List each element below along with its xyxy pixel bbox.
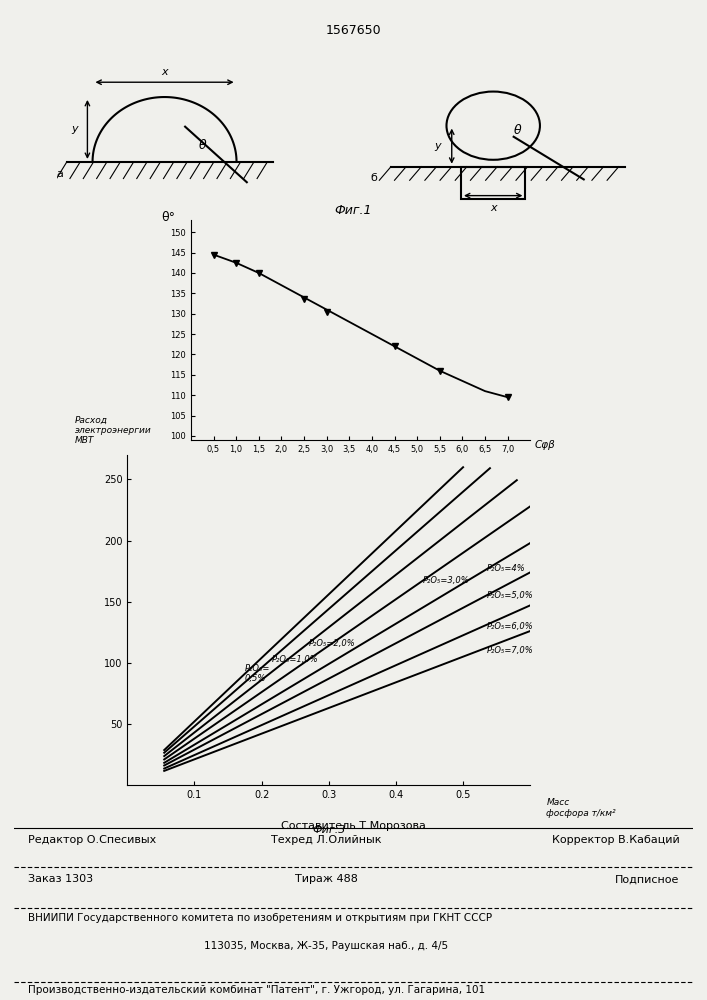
Text: θ: θ [513,124,521,137]
Bar [461,167,525,199]
Text: ВНИИПИ Государственного комитета по изобретениям и открытиям при ГКНТ СССР: ВНИИПИ Государственного комитета по изоб… [28,913,492,923]
Text: 1567650: 1567650 [326,23,381,36]
Text: P₂O₅=3,0%: P₂O₅=3,0% [423,576,469,585]
Text: а: а [57,169,63,179]
Text: x: x [490,203,496,213]
Text: P₂O₅=4%: P₂O₅=4% [486,564,525,573]
Text: Фиг.2: Фиг.2 [344,488,378,498]
Text: Расход
электроэнергии
МВТ: Расход электроэнергии МВТ [75,415,151,445]
Text: P₂O₅=5,0%: P₂O₅=5,0% [486,591,533,600]
Text: θ: θ [199,139,206,152]
Text: P₂O₅=7,0%: P₂O₅=7,0% [486,646,533,655]
Text: θ°: θ° [161,211,175,224]
Text: y: y [434,141,441,151]
Text: Производственно-издательский комбинат "Патент", г. Ужгород, ул. Гагарина, 101: Производственно-издательский комбинат "П… [28,985,485,995]
Text: 113035, Москва, Ж-35, Раушская наб., д. 4/5: 113035, Москва, Ж-35, Раушская наб., д. … [204,941,448,951]
Text: P₂O₅=2,0%: P₂O₅=2,0% [308,639,356,648]
Text: Подписное: Подписное [615,874,679,884]
Text: P₂O₅=
0,5%: P₂O₅= 0,5% [245,664,270,683]
Text: Масс
фосфора т/км²: Масс фосфора т/км² [547,798,616,818]
Text: б: б [370,173,377,183]
Text: Корректор В.Кабаций: Корректор В.Кабаций [551,835,679,845]
Text: Фиг.3: Фиг.3 [312,825,346,835]
Text: x: x [161,67,168,77]
Text: Техред Л.Олийнык: Техред Л.Олийнык [271,835,382,845]
Text: Фиг.1: Фиг.1 [334,204,373,217]
Text: Заказ 1303: Заказ 1303 [28,874,93,884]
Text: P₂O₅=1,0%: P₂O₅=1,0% [271,655,318,664]
Text: Тираж 488: Тираж 488 [295,874,358,884]
Text: P₂O₅=6,0%: P₂O₅=6,0% [486,622,533,631]
Text: Составитель Т.Морозова: Составитель Т.Морозова [281,821,426,831]
Text: Сφβ: Сφβ [534,440,556,450]
Text: Редактор О.Спесивых: Редактор О.Спесивых [28,835,156,845]
Text: y: y [71,124,78,134]
